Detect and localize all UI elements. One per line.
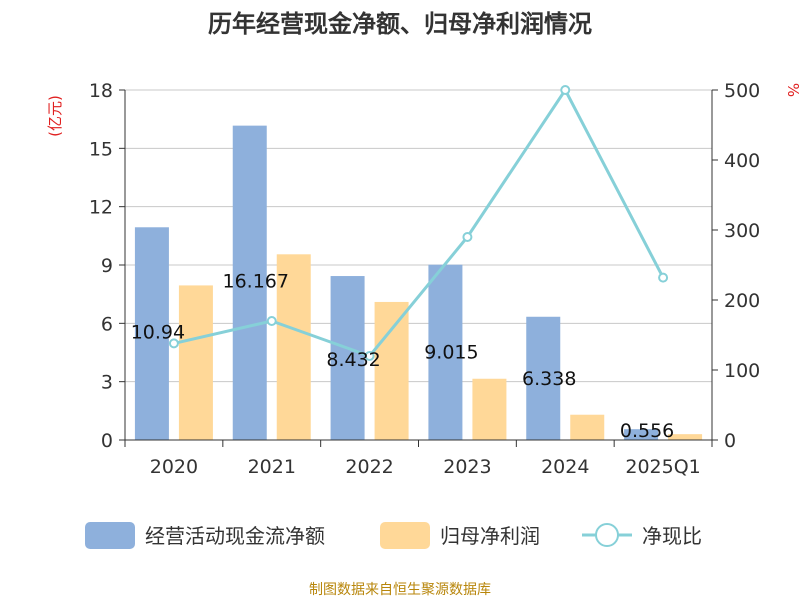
bar-2024 (526, 316, 561, 440)
data-label: 8.432 (326, 349, 380, 371)
ratio-point-2024 (560, 85, 571, 95)
y-left-tick-label: 12 (89, 197, 113, 219)
bar-2023 (428, 264, 463, 440)
legend-label: 经营活动现金流净额 (145, 524, 325, 548)
legend: 经营活动现金流净额 归母净利润 净现比 (85, 522, 702, 549)
ratio-polyline (173, 87, 665, 358)
x-tick-label: 2024 (541, 456, 589, 478)
y-left-tick-label: 6 (101, 313, 113, 335)
bar-2022 (330, 276, 365, 440)
chart-title: 历年经营现金净额、归母净利润情况 (208, 10, 592, 38)
data-label: 6.338 (522, 368, 576, 390)
legend-swatch (380, 522, 430, 549)
bar-2021 (232, 125, 267, 441)
ratio-point-2021 (266, 316, 277, 326)
grid-lines (125, 89, 712, 441)
bar-2024 (570, 414, 605, 440)
ratio-point-2022 (364, 351, 375, 361)
y-left-unit: (亿元) (46, 95, 64, 137)
y-right-tick-label: 100 (724, 360, 760, 382)
y-left-tick-label: 9 (101, 255, 113, 277)
source-note: 制图数据来自恒生聚源数据库 (309, 582, 491, 598)
data-label: 16.167 (223, 271, 289, 293)
y-right-unit: % (784, 83, 800, 97)
y-right-tick-label: 300 (724, 220, 760, 242)
data-label: 9.015 (424, 342, 478, 364)
bar-2020 (134, 227, 169, 440)
y-right-tick-label: 400 (724, 150, 760, 172)
bar-2020 (178, 285, 213, 440)
y-right-tick-label: 200 (724, 290, 760, 312)
x-tick-label: 2025Q1 (625, 456, 700, 478)
x-tick-label: 2023 (443, 456, 491, 478)
legend-label: 净现比 (642, 524, 702, 548)
bar-2025Q1 (668, 434, 703, 440)
bars (134, 125, 703, 441)
legend-marker (595, 523, 619, 547)
y-left-tick-label: 0 (101, 430, 113, 452)
data-label: 0.556 (620, 420, 674, 442)
data-label: 10.94 (131, 321, 185, 343)
bar-2021 (276, 254, 311, 440)
y-right-tick-label: 0 (724, 430, 736, 452)
y-left-tick-label: 3 (101, 372, 113, 394)
bar-2025Q1 (624, 429, 659, 440)
legend-label: 归母净利润 (440, 524, 540, 548)
x-tick-label: 2021 (248, 456, 296, 478)
x-tick-label: 2020 (150, 456, 198, 478)
ratio-point-2023 (462, 232, 473, 242)
y-left-tick-label: 18 (89, 80, 113, 102)
data-labels: 10.94 16.167 8.432 9.015 6.338 0.556 (131, 271, 675, 443)
ratio-line (168, 85, 669, 361)
ratio-point-2025Q1 (658, 272, 669, 283)
y-right-tick-label: 500 (724, 80, 760, 102)
bar-2023 (472, 378, 507, 440)
y-left-tick-label: 15 (89, 138, 113, 160)
bar-2022 (374, 301, 409, 440)
legend-swatch (85, 522, 135, 549)
x-tick-label: 2022 (345, 456, 393, 478)
axes: 0 3 6 9 12 15 18 0 100 200 300 400 500 2020 2021 2022 20… (89, 80, 760, 478)
ratio-point-2020 (168, 338, 179, 349)
